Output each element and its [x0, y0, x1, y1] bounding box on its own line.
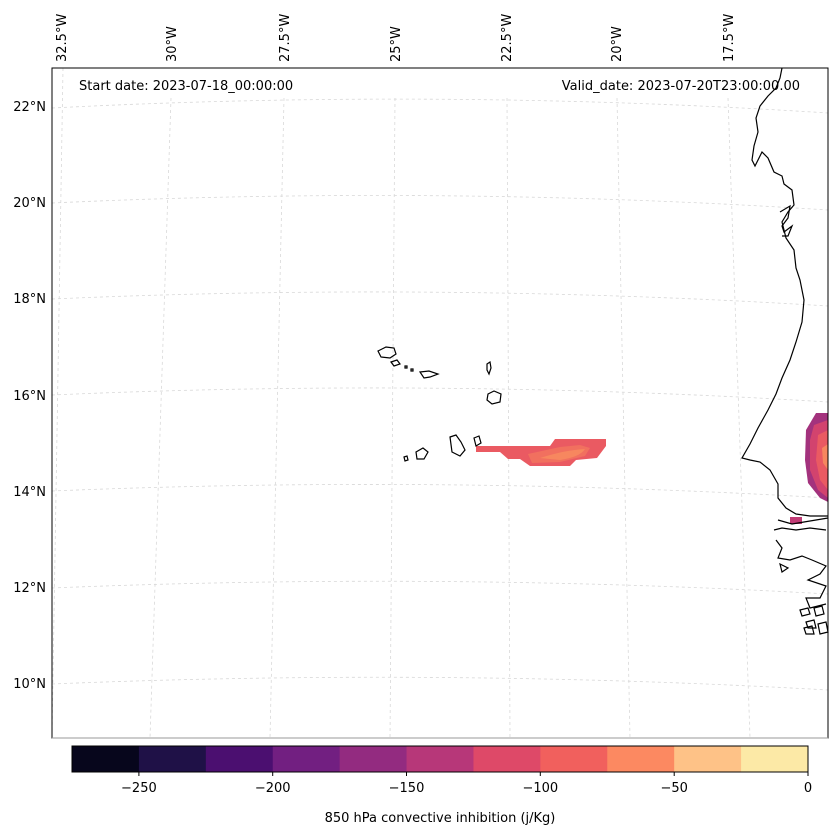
lat-label: 18°N	[13, 292, 46, 307]
map-background	[52, 68, 828, 738]
lat-label: 22°N	[13, 100, 46, 115]
cin-field-senegal	[790, 413, 828, 524]
coastline-island-3	[813, 605, 825, 617]
colorbar-tick-label: −250	[121, 781, 157, 796]
coastline-guinea-bissau	[775, 539, 827, 609]
lon-label: 30°W	[165, 26, 180, 62]
coastline-gambia-south	[773, 527, 827, 531]
colorbar-swatch	[674, 746, 742, 772]
colorbar-tick-label: −100	[522, 781, 558, 796]
colorbar-tick-labels: −250 −200 −150 −100 −50 0	[121, 781, 812, 796]
island-islet	[410, 368, 414, 372]
meridian-22.5w	[506, 97, 511, 739]
cin-field-capeverde	[476, 439, 606, 466]
lat-label: 12°N	[13, 581, 46, 596]
coastline-island-4	[805, 619, 817, 629]
island-santiago	[449, 434, 466, 457]
island-brava	[403, 455, 409, 462]
parallel-22n	[51, 98, 829, 114]
parallel-16n	[51, 387, 829, 403]
colorbar-tick-label: −50	[660, 781, 687, 796]
colorbar-swatch	[272, 746, 341, 772]
lon-label: 22.5°W	[500, 14, 515, 62]
coastline-island-2	[799, 607, 811, 617]
lat-label: 16°N	[13, 389, 46, 404]
colorbar-swatch	[406, 746, 474, 772]
cape-verde-islands	[377, 346, 502, 462]
colorbar-ticks	[138, 772, 809, 776]
coastline-gambia-north	[777, 517, 829, 525]
lat-label: 10°N	[13, 677, 46, 692]
parallel-10n	[51, 676, 829, 691]
meridian-25w	[389, 97, 396, 739]
parallel-18n	[51, 291, 829, 307]
colorbar-tick-label: 0	[804, 781, 812, 796]
colorbar-swatch	[205, 746, 274, 772]
island-santa-luzia	[404, 365, 408, 369]
lon-label: 25°W	[389, 26, 404, 62]
coastline-island-5	[803, 625, 815, 635]
lat-labels: 22°N 20°N 18°N 16°N 14°N 12°N 10°N	[13, 100, 46, 692]
parallel-14n	[51, 484, 829, 499]
lon-label: 32.5°W	[55, 14, 70, 62]
lon-label: 17.5°W	[722, 14, 737, 62]
lat-label: 14°N	[13, 485, 46, 500]
colorbar-swatch	[138, 746, 207, 772]
colorbar-swatch	[540, 746, 608, 772]
colorbar-frame	[71, 745, 809, 773]
meridian-17.5w	[727, 97, 751, 739]
island-sao-vicente	[390, 359, 401, 367]
lat-label: 20°N	[13, 196, 46, 211]
meridian-32.5w	[51, 67, 64, 739]
island-maio	[473, 435, 482, 447]
island-sao-nicolau	[418, 370, 440, 379]
coastline-bay	[779, 204, 794, 237]
colorbar-label: 850 hPa convective inhibition (j/Kg)	[325, 811, 556, 826]
island-sal	[486, 360, 492, 376]
colorbar-swatch	[607, 746, 675, 772]
lon-labels: 32.5°W 30°W 27.5°W 25°W 22.5°W 20°W 17.5…	[55, 14, 737, 62]
colorbar-swatch	[339, 746, 408, 772]
colorbar-swatch	[473, 746, 541, 772]
island-boa-vista	[486, 390, 502, 405]
meridian-30w	[149, 97, 172, 739]
coastline-main	[741, 67, 828, 517]
lon-label: 20°W	[610, 26, 625, 62]
island-santo-antao	[377, 346, 397, 359]
valid-date-text: Valid_date: 2023-07-20T23:00:00.00	[562, 79, 800, 94]
meridian-27.5w	[269, 97, 285, 739]
lon-label: 27.5°W	[278, 14, 293, 62]
parallel-20n	[51, 195, 829, 211]
coastline-island-1	[779, 562, 790, 573]
colorbar-swatch	[72, 746, 140, 772]
parallel-12n	[51, 580, 829, 595]
colorbar	[72, 746, 809, 772]
start-date-text: Start date: 2023-07-18_00:00:00	[79, 79, 293, 94]
colorbar-swatch	[741, 746, 809, 772]
meridian-20w	[616, 97, 631, 739]
colorbar-tick-label: −150	[389, 781, 425, 796]
colorbar-tick-label: −200	[255, 781, 291, 796]
island-fogo	[415, 447, 429, 460]
graticule	[51, 67, 829, 739]
